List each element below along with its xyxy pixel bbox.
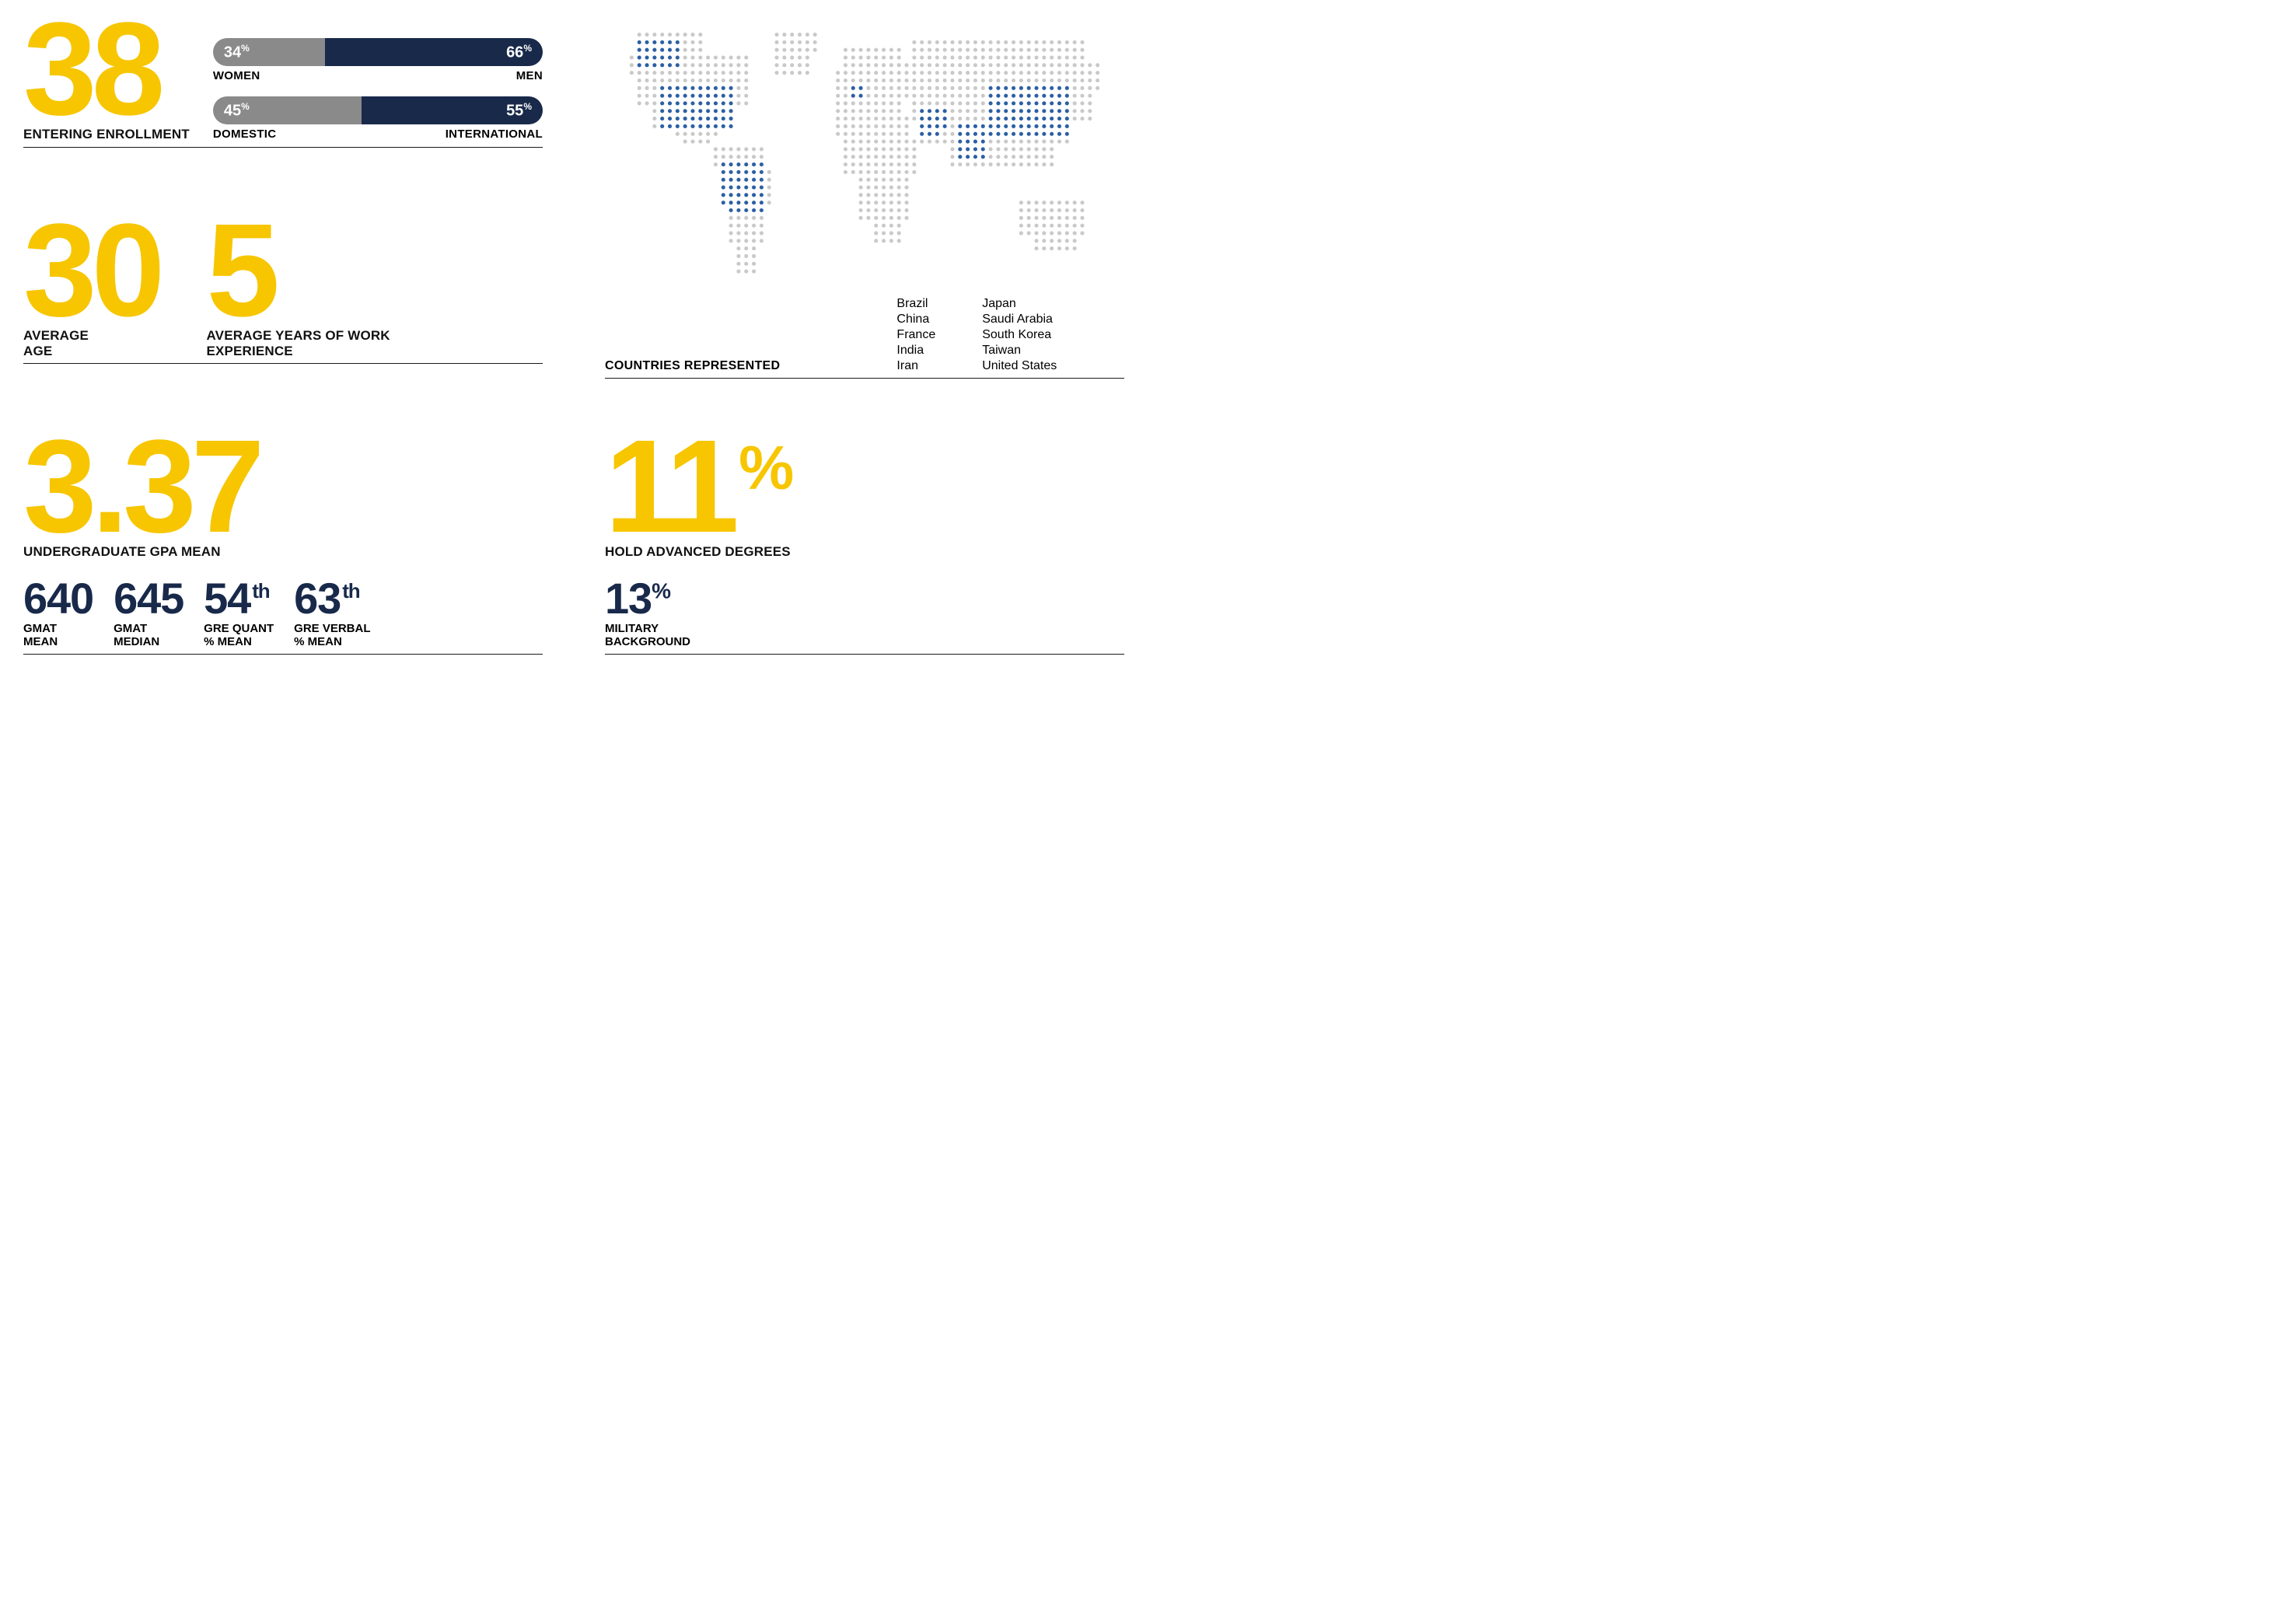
- gpa-value: 3.37: [23, 433, 543, 541]
- age-stat: 30 AVERAGEAGE: [23, 217, 160, 358]
- military-stat: 13% MILITARYBACKGROUND: [605, 577, 1124, 649]
- enrollment-label: ENTERING ENROLLMENT: [23, 127, 190, 142]
- country-item: India: [896, 344, 935, 358]
- country-item: Taiwan: [982, 344, 1057, 358]
- country-item: United States: [982, 359, 1057, 373]
- score-stat: 640 GMATMEAN: [23, 577, 93, 649]
- country-item: France: [896, 328, 935, 342]
- military-value: 13%: [605, 577, 1124, 620]
- experience-stat: 5 AVERAGE YEARS OF WORK EXPERIENCE: [207, 217, 409, 358]
- enrollment-value: 38: [23, 16, 190, 124]
- score-stat: 54th GRE QUANT% MEAN: [204, 577, 274, 649]
- advanced-value: 11%: [605, 433, 788, 541]
- countries-column-2: Japan Saudi ArabiaSouth Korea TaiwanUnited…: [982, 297, 1057, 373]
- experience-label: AVERAGE YEARS OF WORK EXPERIENCE: [207, 328, 409, 358]
- demographic-bar: 45% 55% DOMESTICINTERNATIONAL: [213, 96, 543, 141]
- section-rule: [23, 147, 543, 148]
- experience-value: 5: [207, 217, 409, 325]
- enrollment-and-demographics: 38 ENTERING ENROLLMENT 34% 66% WOMENMEN …: [23, 16, 543, 162]
- country-item: Saudi Arabia: [982, 313, 1057, 327]
- military-label: MILITARYBACKGROUND: [605, 622, 1124, 649]
- country-item: Iran: [896, 359, 935, 373]
- military-number: 13: [605, 574, 652, 623]
- percent-icon: %: [739, 442, 788, 494]
- enrollment-stat: 38 ENTERING ENROLLMENT: [23, 16, 190, 142]
- score-stat: 63th GRE VERBAL% MEAN: [294, 577, 370, 649]
- world-map-icon: [605, 16, 1124, 291]
- country-item: Japan: [982, 297, 1057, 311]
- age-experience-section: 30 AVERAGEAGE 5 AVERAGE YEARS OF WORK EX…: [23, 162, 543, 379]
- gpa-label: UNDERGRADUATE GPA MEAN: [23, 544, 543, 560]
- section-rule: [23, 654, 543, 655]
- advanced-number: 11: [605, 433, 734, 541]
- background-section: 11% HOLD ADVANCED DEGREES 13% MILITARYBA…: [605, 433, 1124, 655]
- world-map: [605, 16, 1124, 291]
- advanced-degrees-stat: 11% HOLD ADVANCED DEGREES: [605, 433, 1124, 560]
- demographic-bar: 34% 66% WOMENMEN: [213, 38, 543, 82]
- test-scores: 640 GMATMEAN 645 GMATMEDIAN 54th GRE QUANT…: [23, 577, 543, 649]
- countries-column-1: Brazil ChinaFrance IndiaIran: [896, 297, 935, 373]
- percent-icon: %: [652, 578, 670, 602]
- section-rule: [23, 363, 543, 364]
- score-stat: 645 GMATMEDIAN: [114, 577, 183, 649]
- country-item: Brazil: [896, 297, 935, 311]
- advanced-label: HOLD ADVANCED DEGREES: [605, 544, 1124, 560]
- section-rule: [605, 654, 1124, 655]
- academics-section: 3.37 UNDERGRADUATE GPA MEAN 640 GMATMEAN…: [23, 433, 543, 655]
- section-rule: [605, 378, 1124, 379]
- age-value: 30: [23, 217, 160, 325]
- demographic-bars: 34% 66% WOMENMEN 45% 55% DOMESTICINTERNA…: [213, 38, 543, 142]
- country-item: South Korea: [982, 328, 1057, 342]
- countries-map-section: COUNTRIES REPRESENTED Brazil ChinaFrance I…: [605, 16, 1124, 379]
- country-item: China: [896, 313, 935, 327]
- countries-label: COUNTRIES REPRESENTED: [605, 359, 780, 373]
